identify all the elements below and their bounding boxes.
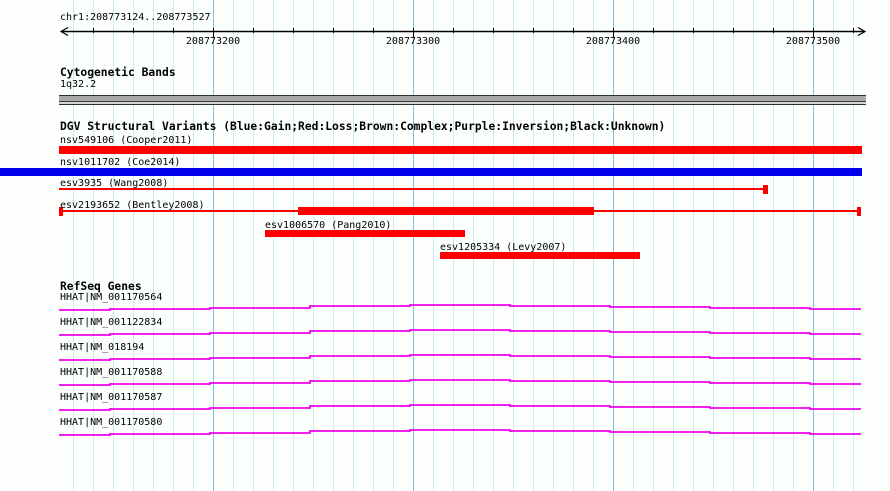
cytogenetic-bands-header: Cytogenetic Bands [60, 66, 176, 79]
ruler-tick-label: 208773500 [785, 36, 841, 47]
refseq-genes-header: RefSeq Genes [60, 280, 142, 293]
gene-line[interactable] [59, 429, 861, 436]
variant-label-nsv1011702[interactable]: nsv1011702 (Coe2014) [60, 157, 181, 168]
gene-label[interactable]: HHAT|NM_001122834 [60, 317, 163, 328]
gene-label[interactable]: HHAT|NM_001170588 [60, 367, 163, 378]
dgv-track-header: DGV Structural Variants (Blue:Gain;Red:L… [60, 120, 666, 133]
gene-label[interactable]: HHAT|NM_001170580 [60, 417, 163, 428]
ruler-tick-label: 208773300 [385, 36, 441, 47]
variant-bar-nsv1011702[interactable] [0, 168, 862, 176]
variant-bar-esv1205334[interactable] [440, 252, 640, 259]
ruler-tick-label: 208773400 [585, 36, 641, 47]
region-title: chr1:208773124..208773527 [60, 12, 211, 23]
variant-label-esv3935[interactable]: esv3935 (Wang2008) [60, 178, 169, 189]
ruler-arrow-left-icon [59, 26, 69, 37]
variant-line-esv2193652[interactable] [59, 210, 299, 212]
variant-bar-nsv549106[interactable] [59, 146, 862, 154]
variant-label-esv2193652[interactable]: esv2193652 (Bentley2008) [60, 200, 205, 211]
variant-label-esv1006570[interactable]: esv1006570 (Pang2010) [265, 220, 392, 231]
variant-line-esv2193652[interactable] [594, 210, 858, 212]
gene-line[interactable] [59, 354, 861, 361]
cytoband-bar[interactable] [59, 95, 866, 105]
variant-line-esv3935[interactable] [59, 188, 764, 190]
variant-bar-esv2193652[interactable] [298, 207, 594, 215]
gene-label[interactable]: HHAT|NM_018194 [60, 342, 145, 353]
gene-line[interactable] [59, 329, 861, 336]
cytoband-label[interactable]: 1q32.2 [60, 79, 97, 90]
gene-label[interactable]: HHAT|NM_001170564 [60, 292, 163, 303]
gene-line[interactable] [59, 404, 861, 411]
ruler-tick-label: 208773200 [185, 36, 241, 47]
variant-cap-esv3935[interactable] [763, 185, 768, 194]
gene-label[interactable]: HHAT|NM_001170587 [60, 392, 163, 403]
ruler-arrow-right-icon [857, 26, 867, 37]
gene-line[interactable] [59, 379, 861, 386]
variant-label-nsv549106[interactable]: nsv549106 (Cooper2011) [60, 135, 193, 146]
variant-label-esv1205334[interactable]: esv1205334 (Levy2007) [440, 242, 567, 253]
variant-cap-esv2193652[interactable] [857, 207, 861, 216]
gene-line[interactable] [59, 304, 861, 311]
variant-bar-esv1006570[interactable] [265, 230, 465, 237]
